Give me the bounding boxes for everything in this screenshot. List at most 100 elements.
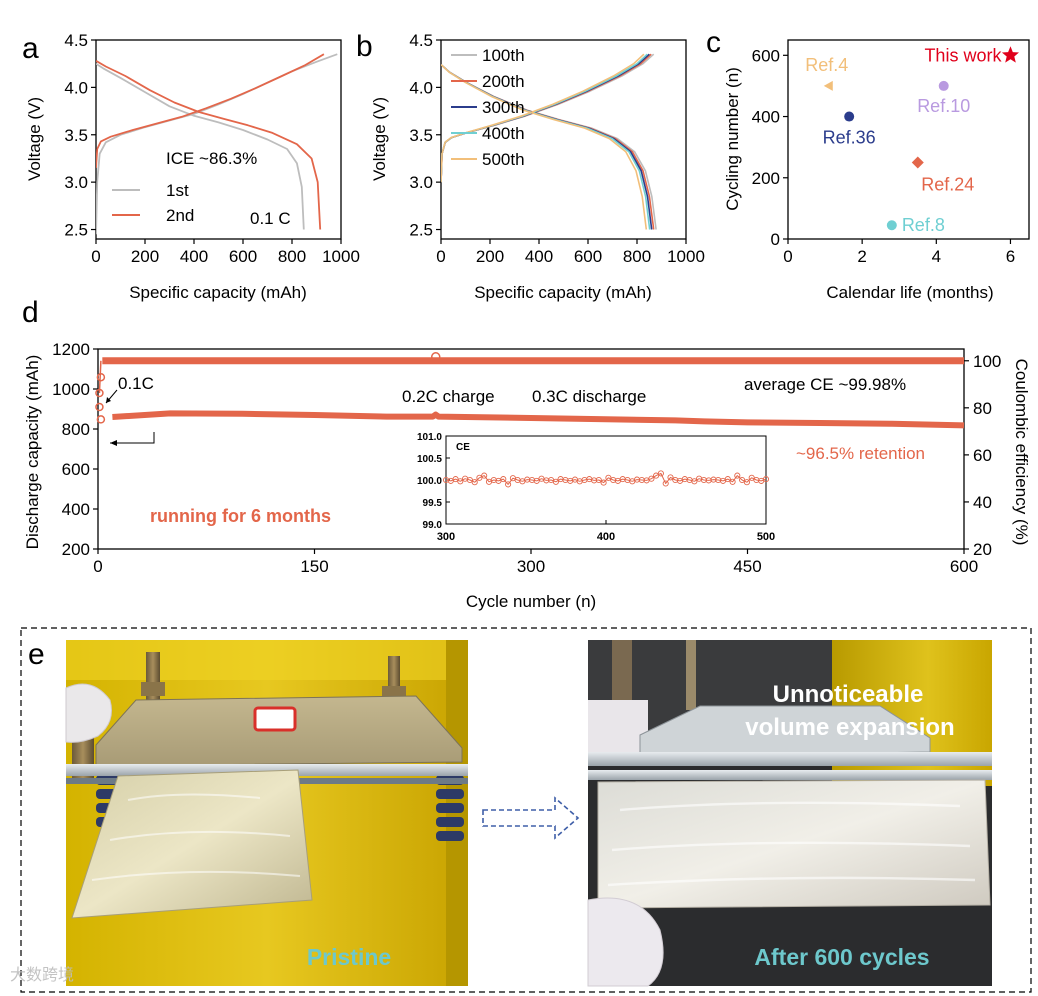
chart-b-ytick-label: 2.5 bbox=[409, 221, 433, 240]
photo-pristine: Pristine bbox=[65, 640, 468, 986]
inset-ce-point bbox=[743, 479, 750, 486]
chart-c-ylabel: Cycling number (n) bbox=[723, 67, 742, 211]
chart-d-y2tick-label: 100 bbox=[973, 352, 1001, 371]
chart-c-point-ref-8-label: Ref.8 bbox=[902, 215, 945, 235]
chart-c-ytick-label: 200 bbox=[752, 169, 780, 188]
chart-c-ytick-label: 400 bbox=[752, 108, 780, 127]
legend-b-label-400th: 400th bbox=[482, 124, 525, 143]
chart-b: 0 200 400 600 800 1000 2.5 3.0 3.5 4.0 4.5 Specifi… bbox=[370, 31, 705, 302]
legend-a-label-2nd: 2nd bbox=[166, 206, 194, 225]
chart-a-ytick-label: 3.5 bbox=[64, 126, 88, 145]
chart-a-xtick-label: 200 bbox=[131, 247, 159, 266]
inset-ytick-label: 99.0 bbox=[423, 520, 443, 531]
chart-d-capacity-first-cycle-1 bbox=[95, 402, 104, 412]
inset-ce-point bbox=[667, 474, 674, 481]
photo-overlay-line1: Unnoticeable bbox=[773, 681, 924, 708]
chart-d-ytick-label: 600 bbox=[62, 460, 90, 479]
inset-ce-point bbox=[476, 474, 483, 481]
chart-d-ce-outlier bbox=[430, 352, 441, 362]
inset-ce-point bbox=[657, 470, 664, 477]
annotation-charge: 0.2C charge bbox=[402, 387, 495, 406]
annotation-bracket bbox=[110, 432, 155, 444]
inset-ce-point bbox=[552, 478, 559, 485]
watermark-text: 大数跨境 bbox=[10, 965, 74, 984]
chart-d-ce-rise bbox=[98, 360, 102, 394]
panel-label-a: a bbox=[22, 32, 39, 65]
chart-b-xtick-label: 400 bbox=[525, 247, 553, 266]
chart-d-ytick-label: 400 bbox=[62, 500, 90, 519]
annotation-discharge: 0.3C discharge bbox=[532, 387, 646, 406]
inset-ce-point bbox=[729, 478, 736, 485]
panel-label-b: b bbox=[356, 30, 373, 63]
inset-ce-point bbox=[533, 477, 540, 484]
chart-d-y2tick-label: 60 bbox=[973, 446, 992, 465]
photo-after-cycles: Unnoticeable volume expansion After 600 … bbox=[587, 640, 992, 987]
chart-b-500th-charge-curve bbox=[441, 53, 645, 183]
chart-c-point-ref-8 bbox=[886, 220, 897, 231]
inset-ce-point bbox=[605, 474, 612, 481]
photo-caption-pristine: Pristine bbox=[307, 944, 391, 970]
panel-label-d: d bbox=[22, 296, 39, 329]
chart-d-xtick-label: 300 bbox=[517, 557, 545, 576]
inset-ce-point bbox=[595, 476, 602, 484]
inset-ce-point bbox=[653, 472, 660, 479]
chart-b-xtick-label: 1000 bbox=[667, 247, 705, 266]
chart-c-xtick-label: 2 bbox=[857, 247, 866, 266]
inset-ce-line bbox=[445, 472, 767, 485]
chart-a-xtick-label: 800 bbox=[278, 247, 306, 266]
inset-ytick-label: 101.0 bbox=[417, 432, 442, 443]
chart-b-500th-discharge-curve bbox=[441, 64, 648, 230]
chart-d-ytick-label: 1000 bbox=[52, 380, 90, 399]
chart-c-point-ref-10-label: Ref.10 bbox=[917, 96, 970, 116]
chart-c-point-ref-36 bbox=[844, 111, 855, 122]
chart-d-xtick-label: 150 bbox=[300, 557, 328, 576]
chart-d-xtick-label: 600 bbox=[950, 557, 978, 576]
inset-ce-point bbox=[724, 476, 731, 483]
chart-a-ytick-label: 4.5 bbox=[64, 31, 88, 50]
chart-d-ytick-label: 1200 bbox=[52, 340, 90, 359]
legend-b-label-500th: 500th bbox=[482, 150, 525, 169]
inset-ce-point bbox=[662, 480, 669, 487]
chart-d-xlabel: Cycle number (n) bbox=[466, 592, 596, 611]
chart-a-ylabel: Voltage (V) bbox=[25, 97, 44, 181]
chart-a-xtick-label: 600 bbox=[229, 247, 257, 266]
inset-ce-point bbox=[481, 472, 488, 479]
inset-ytick-label: 99.5 bbox=[423, 498, 443, 509]
chart-b-xtick-label: 200 bbox=[476, 247, 504, 266]
chart-c-xtick-label: 6 bbox=[1006, 247, 1015, 266]
chart-c-ytick-label: 600 bbox=[752, 46, 780, 65]
chart-c-point-ref-24 bbox=[911, 156, 924, 169]
chart-a-xtick-label: 0 bbox=[91, 247, 100, 266]
chart-c: 0 2 4 6 0 200 400 600 This work Ref.4 Ref.10 Ref.3… bbox=[723, 39, 1030, 302]
transition-arrow bbox=[482, 796, 580, 840]
chart-b-400th-discharge-curve bbox=[441, 64, 651, 230]
chart-a-ytick-label: 4.0 bbox=[64, 78, 88, 97]
chart-a-1st-charge-curve bbox=[96, 53, 338, 235]
chart-d-y2tick-label: 20 bbox=[973, 540, 992, 559]
inset-ce-point bbox=[466, 476, 473, 484]
inset-ce-point bbox=[500, 476, 507, 483]
chart-a-frame bbox=[95, 39, 342, 240]
chart-d-inset: CE 300 400 500 99.0 99.5 100.0 100.5 101.0 bbox=[417, 432, 775, 543]
inset-label: CE bbox=[456, 442, 470, 453]
inset-ce-point bbox=[600, 479, 607, 486]
annotation-rate-01c: 0.1C bbox=[118, 374, 154, 393]
inset-ce-point bbox=[471, 479, 478, 486]
legend-a-label-1st: 1st bbox=[166, 181, 189, 200]
chart-a-1st-discharge-curve bbox=[96, 62, 305, 230]
chart-c-point-ref-4-label: Ref.4 bbox=[805, 55, 848, 75]
inset-ce-point bbox=[739, 476, 746, 484]
chart-a-xlabel: Specific capacity (mAh) bbox=[129, 283, 307, 302]
chart-d-y2tick-label: 80 bbox=[973, 399, 992, 418]
chart-b-ylabel: Voltage (V) bbox=[370, 97, 389, 181]
chart-d-capacity-series bbox=[112, 410, 965, 429]
legend-b-label-300th: 300th bbox=[482, 98, 525, 117]
chart-b-xtick-label: 600 bbox=[574, 247, 602, 266]
chart-d-xtick-label: 0 bbox=[93, 557, 102, 576]
inset-ce-point bbox=[691, 478, 698, 485]
legend-b-label-200th: 200th bbox=[482, 72, 525, 91]
chart-c-point-this-work-label: This work bbox=[924, 45, 1002, 65]
chart-d-y2label: Coulombic efficiency (%) bbox=[1012, 359, 1031, 546]
chart-b-ytick-label: 4.0 bbox=[409, 78, 433, 97]
inset-xtick-label: 500 bbox=[757, 531, 775, 543]
